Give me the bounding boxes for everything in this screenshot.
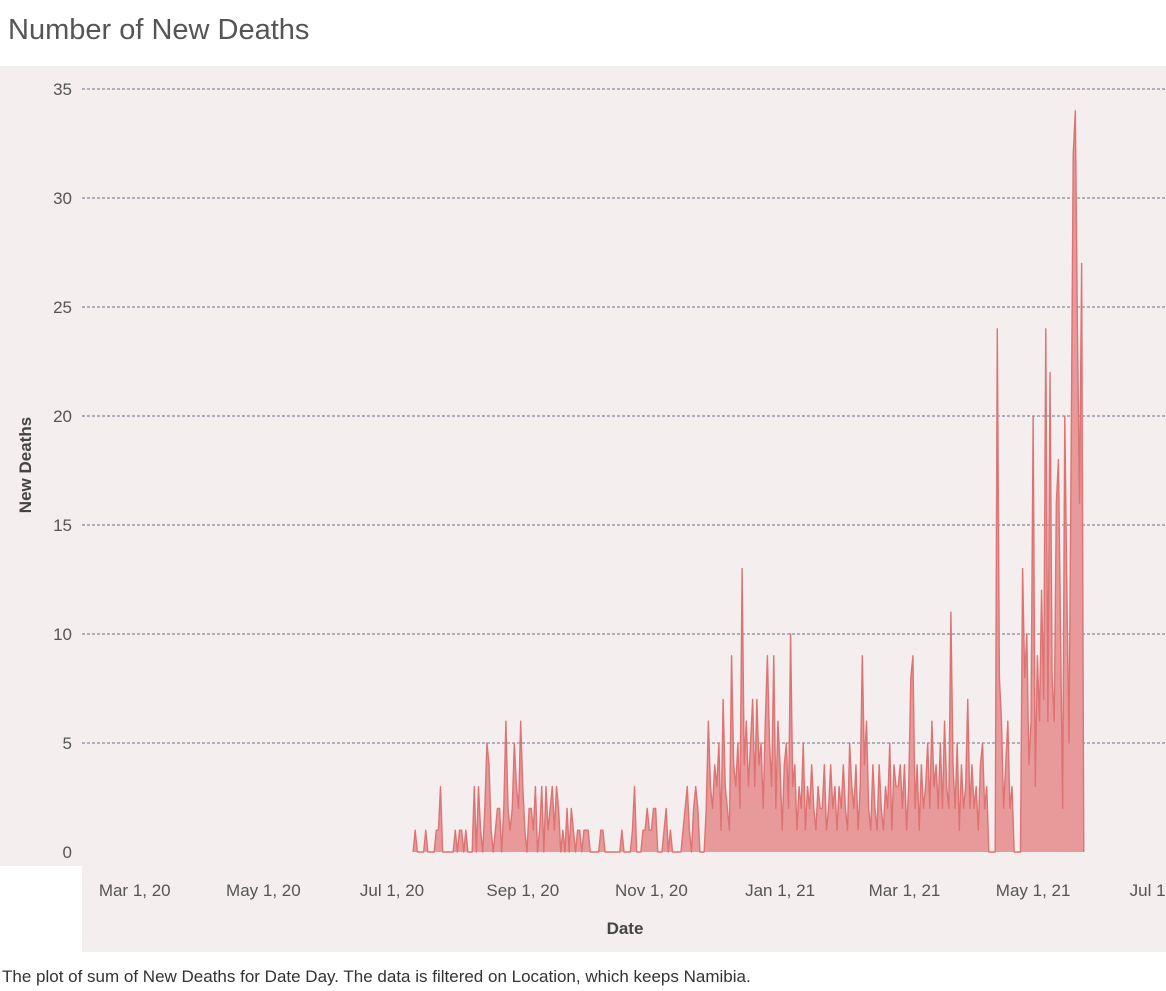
y-axis-title: New Deaths: [16, 417, 35, 513]
y-tick-label: 35: [53, 80, 72, 99]
x-tick-label: May 1, 21: [996, 881, 1071, 900]
chart-caption: The plot of sum of New Deaths for Date D…: [2, 967, 751, 986]
y-tick-label: 15: [53, 516, 72, 535]
x-tick-label: Jan 1, 21: [745, 881, 815, 900]
chart-title: Number of New Deaths: [8, 14, 310, 46]
x-tick-label: Mar 1, 20: [99, 881, 171, 900]
y-tick-label: 5: [63, 734, 72, 753]
plot-background: [0, 66, 1166, 866]
x-axis-ticks: Mar 1, 20 May 1, 20 Jul 1, 20 Sep 1, 20 Nov …: [99, 881, 1166, 900]
y-tick-label: 10: [53, 625, 72, 644]
y-tick-label: 0: [63, 843, 72, 862]
x-tick-label: Nov 1, 20: [615, 881, 688, 900]
x-axis-background: [82, 866, 1166, 952]
y-axis-ticks: 0 5 10 15 20 25 30 35: [53, 80, 72, 862]
x-tick-label: May 1, 20: [226, 881, 301, 900]
x-axis-title: Date: [607, 919, 644, 938]
series-line: [412, 110, 1085, 853]
y-tick-label: 25: [53, 298, 72, 317]
area-series: [412, 110, 1085, 853]
y-tick-label: 20: [53, 407, 72, 426]
x-tick-label: Jul 1, 21: [1130, 881, 1166, 900]
chart-svg: 0 5 10 15 20 25 30 35 Mar 1, 20 May 1, 20 Jul 1, …: [0, 66, 1166, 952]
x-tick-label: Jul 1, 20: [360, 881, 424, 900]
grid-lines: [82, 88, 1166, 744]
x-tick-label: Sep 1, 20: [486, 881, 559, 900]
x-tick-label: Mar 1, 21: [869, 881, 941, 900]
y-tick-label: 30: [53, 189, 72, 208]
